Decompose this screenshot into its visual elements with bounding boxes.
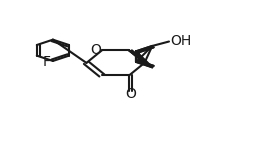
Text: F: F [42,55,51,69]
Text: O: O [125,87,136,101]
Text: OH: OH [170,34,191,48]
Text: O: O [90,43,101,57]
